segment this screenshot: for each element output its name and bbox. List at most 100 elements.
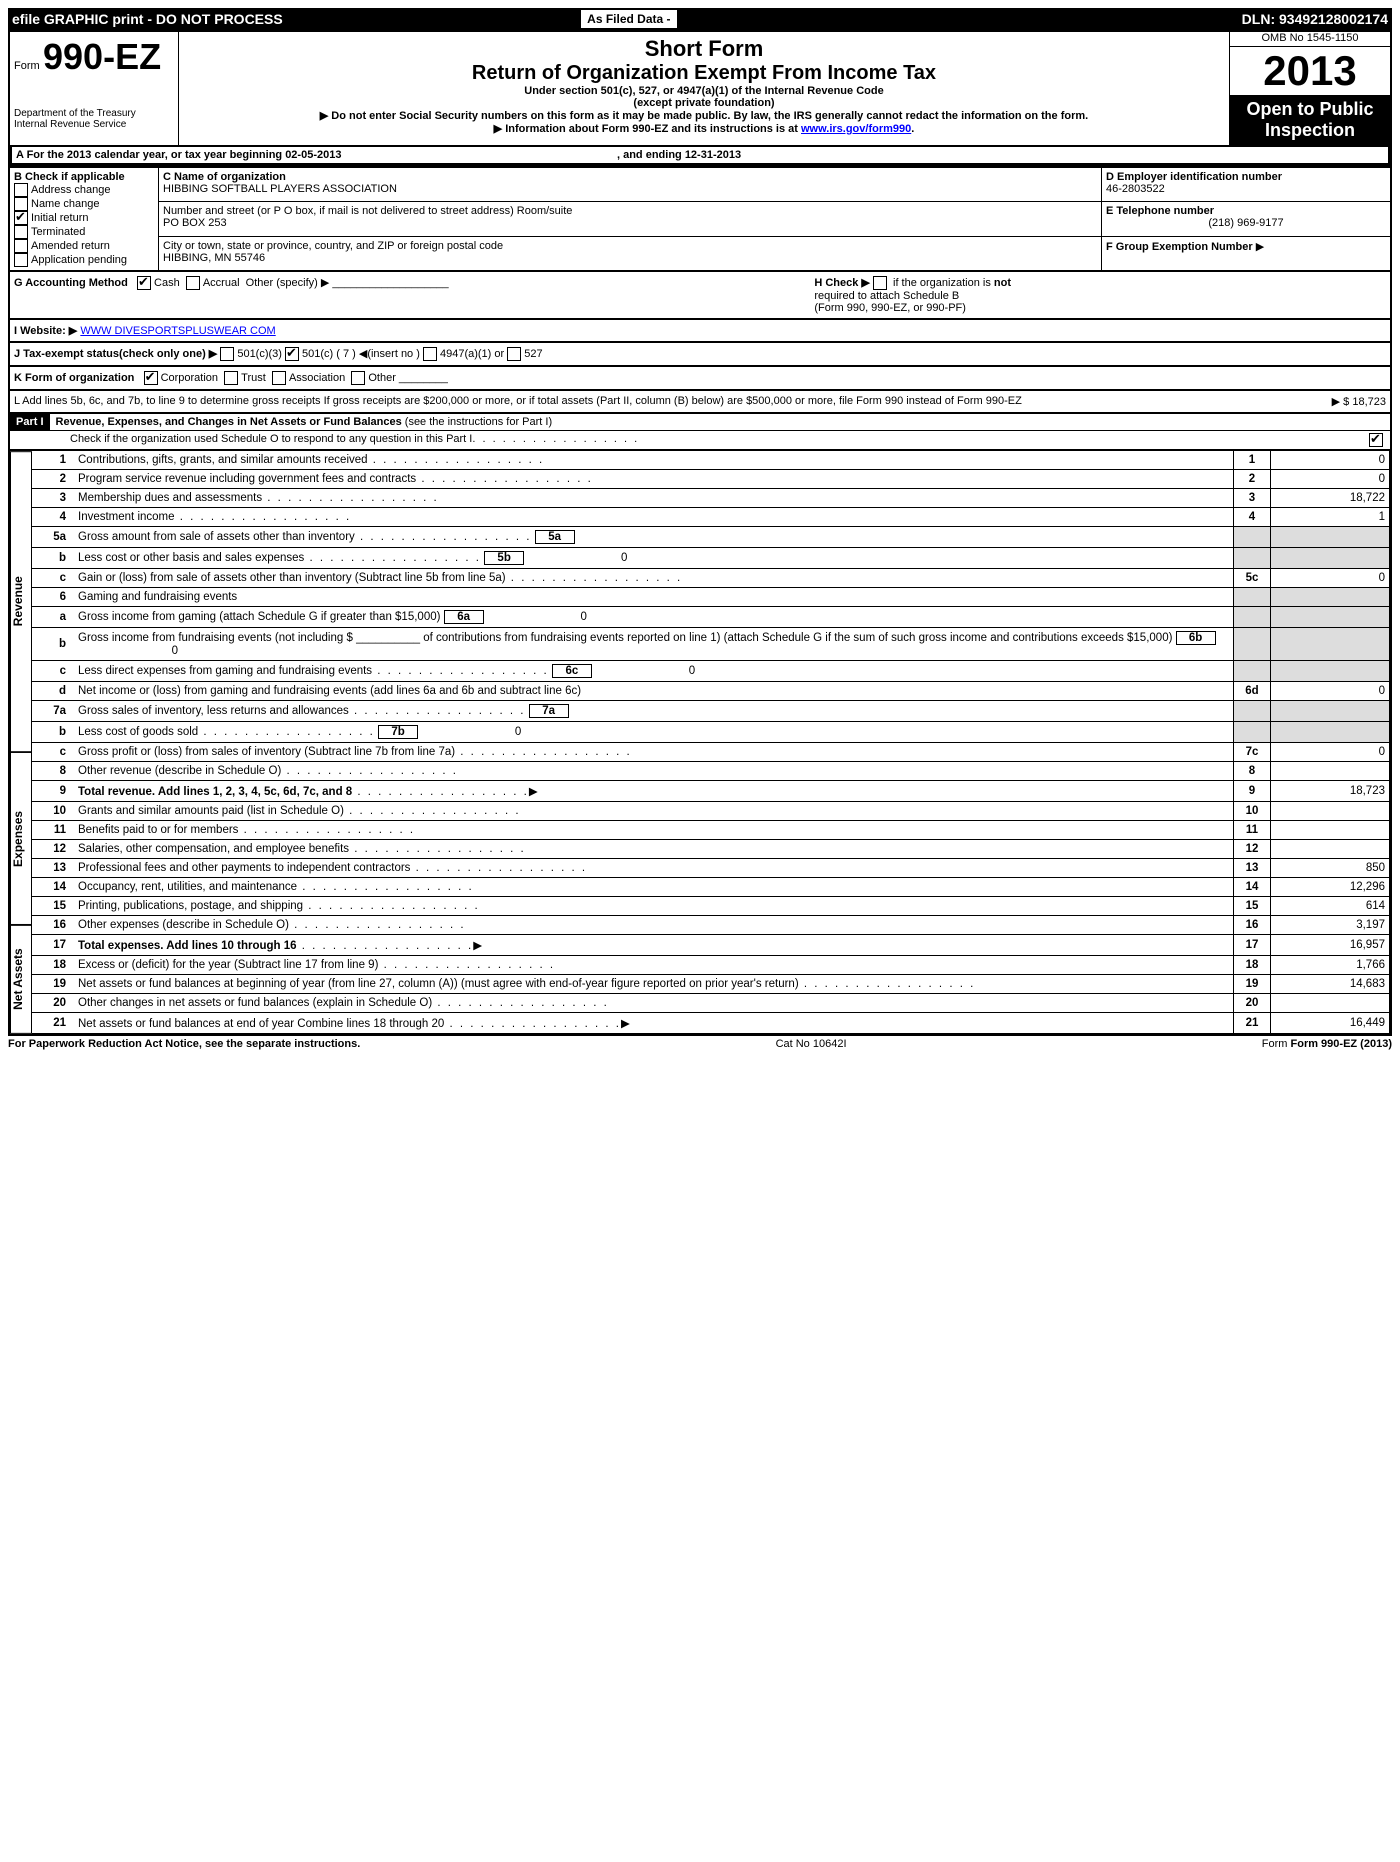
line-3-ref: 3 (1234, 489, 1271, 508)
checkbox-527[interactable] (507, 347, 521, 361)
line-1-val: 0 (1271, 451, 1390, 470)
line-19-num: 19 (32, 975, 74, 994)
line-7b-val (1271, 722, 1390, 743)
checkbox-part1[interactable] (1369, 433, 1383, 447)
checkbox-h[interactable] (873, 276, 887, 290)
checkbox-other-org[interactable] (351, 371, 365, 385)
line-15-num: 15 (32, 897, 74, 916)
checkbox-address[interactable] (14, 183, 28, 197)
line-19-val: 14,683 (1271, 975, 1390, 994)
line-20-ref: 20 (1234, 994, 1271, 1013)
checkbox-pending[interactable] (14, 253, 28, 267)
checkbox-501c3[interactable] (220, 347, 234, 361)
form-number: 990-EZ (43, 36, 161, 77)
line-7a-box: 7a (529, 704, 569, 718)
line-12-num: 12 (32, 840, 74, 859)
b-name-change: Name change (14, 197, 154, 211)
checkbox-trust[interactable] (224, 371, 238, 385)
line-20-desc: Other changes in net assets or fund bala… (78, 997, 432, 1009)
checkbox-terminated[interactable] (14, 225, 28, 239)
b-terminated: Terminated (14, 225, 154, 239)
line-14-ref: 14 (1234, 878, 1271, 897)
expenses-side-label: Expenses (10, 752, 32, 925)
line-5a-ref (1234, 527, 1271, 548)
ssn-note: ▶ Do not enter Social Security numbers o… (183, 109, 1225, 122)
dln-label: DLN: 93492128002174 (1242, 11, 1388, 27)
line-12-desc: Salaries, other compensation, and employ… (78, 843, 349, 855)
line-6b-box: 6b (1176, 631, 1216, 645)
line-6c-ref (1234, 661, 1271, 682)
checkbox-4947[interactable] (423, 347, 437, 361)
part1-check-text: Check if the organization used Schedule … (70, 433, 472, 447)
line-21-desc: Net assets or fund balances at end of ye… (78, 1018, 444, 1030)
line-3-num: 3 (32, 489, 74, 508)
line-5b-box: 5b (484, 551, 524, 565)
subtitle-1: Under section 501(c), 527, or 4947(a)(1)… (183, 85, 1225, 97)
line-2-num: 2 (32, 470, 74, 489)
line-5a-desc: Gross amount from sale of assets other t… (78, 531, 355, 543)
line-6-ref (1234, 588, 1271, 607)
line-9-num: 9 (32, 781, 74, 802)
line-7b-box: 7b (378, 725, 418, 739)
revenue-side-label: Revenue (10, 451, 32, 752)
checkbox-initial[interactable] (14, 211, 28, 225)
line-6c-num: c (32, 661, 74, 682)
k-other: Other (368, 372, 396, 384)
checkbox-assoc[interactable] (272, 371, 286, 385)
line-6a-val (1271, 607, 1390, 628)
line-6b-ref (1234, 628, 1271, 661)
city-label: City or town, state or province, country… (163, 240, 1097, 252)
line-13-ref: 13 (1234, 859, 1271, 878)
top-bar: efile GRAPHIC print - DO NOT PROCESS As … (8, 8, 1392, 30)
line-6a-desc: Gross income from gaming (attach Schedul… (78, 611, 440, 623)
line-18-val: 1,766 (1271, 956, 1390, 975)
line-15-desc: Printing, publications, postage, and shi… (78, 900, 303, 912)
line-17-num: 17 (32, 935, 74, 956)
irs-link[interactable]: www.irs.gov/form990 (801, 123, 911, 135)
checkbox-501c[interactable] (285, 347, 299, 361)
line-16-desc: Other expenses (describe in Schedule O) (78, 919, 289, 931)
b-amended: Amended return (14, 239, 154, 253)
city-value: HIBBING, MN 55746 (163, 252, 1097, 264)
page-footer: For Paperwork Reduction Act Notice, see … (8, 1036, 1392, 1052)
l-amount: ▶ $ 18,723 (1266, 395, 1386, 408)
tax-year: 2013 (1230, 47, 1390, 95)
f-label: F Group Exemption Number (1106, 241, 1253, 253)
line-18-ref: 18 (1234, 956, 1271, 975)
line-7b-desc: Less cost of goods sold (78, 726, 198, 738)
line-17-desc: Total expenses. Add lines 10 through 16 (78, 940, 297, 952)
netassets-side-label: Net Assets (10, 925, 32, 1034)
line-7b-ref (1234, 722, 1271, 743)
j-4947: 4947(a)(1) or (440, 348, 504, 360)
line-5b-val (1271, 548, 1390, 569)
line-21-ref: 21 (1234, 1013, 1271, 1034)
line-5a-val (1271, 527, 1390, 548)
h-not: not (994, 277, 1011, 289)
line-6c-box: 6c (552, 664, 592, 678)
k-trust: Trust (241, 372, 266, 384)
checkbox-cash[interactable] (137, 276, 151, 290)
line-1-ref: 1 (1234, 451, 1271, 470)
line-21-num: 21 (32, 1013, 74, 1034)
g-accrual: Accrual (203, 277, 240, 289)
row-a-ending: , and ending 12-31-2013 (617, 149, 741, 161)
line-17-ref: 17 (1234, 935, 1271, 956)
lines-section: Revenue Expenses Net Assets 1 Contributi… (8, 451, 1392, 1036)
line-5b-ref (1234, 548, 1271, 569)
line-6d-ref: 6d (1234, 682, 1271, 701)
line-5c-val: 0 (1271, 569, 1390, 588)
line-16-ref: 16 (1234, 916, 1271, 935)
line-11-val (1271, 821, 1390, 840)
checkbox-corp[interactable] (144, 371, 158, 385)
line-8-ref: 8 (1234, 762, 1271, 781)
part1-title: Revenue, Expenses, and Changes in Net As… (56, 416, 402, 428)
line-6a-num: a (32, 607, 74, 628)
info-note: ▶ Information about Form 990-EZ and its … (183, 122, 1225, 135)
website-link[interactable]: WWW DIVESPORTSPLUSWEAR COM (80, 325, 275, 337)
open-line1: Open to Public (1246, 99, 1373, 119)
form-prefix: Form (14, 60, 40, 72)
line-8-num: 8 (32, 762, 74, 781)
line-7b-boxval: 0 (421, 726, 521, 738)
checkbox-amended[interactable] (14, 239, 28, 253)
checkbox-accrual[interactable] (186, 276, 200, 290)
